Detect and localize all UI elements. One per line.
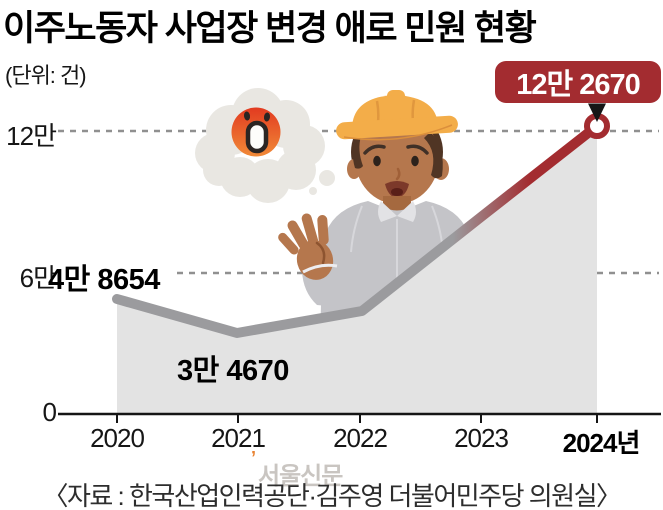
x-tick-2024: 2024년 — [562, 428, 641, 458]
x-tick-2022: 2022 — [333, 423, 388, 453]
x-axis — [58, 412, 661, 423]
x-tick-2020: 2020 — [90, 423, 145, 453]
trend-line — [112, 121, 602, 338]
y-tick-0: 0 — [42, 397, 57, 427]
badge-pointer-icon — [588, 103, 606, 122]
watermark-seoul-shinmun: 서울신문 — [258, 463, 343, 490]
hard-hat-icon — [336, 90, 458, 141]
value-badge-2024: 12만 2670 — [495, 61, 661, 103]
page-title: 이주노동자 사업장 변경 애로 민원 현황 — [3, 9, 537, 48]
x-tick-2023: 2023 — [454, 423, 509, 453]
area-series — [117, 126, 597, 414]
y-tick-60k: 6만 — [19, 263, 57, 293]
source-credit: 〈자료 : 한국산업인력공단·김주영 더불어민주당 의원실〉 — [42, 481, 622, 510]
shocked-face-emoji-icon — [231, 107, 281, 157]
x-tick-2021: 2021 — [211, 423, 266, 453]
unit-label: (단위: 건) — [5, 63, 87, 88]
y-tick-120k: 12만 — [6, 121, 57, 151]
raised-hand-icon — [278, 213, 361, 306]
thought-bubble-icon — [195, 88, 335, 203]
point-label-2021: 3만 4670 — [177, 355, 289, 387]
watermark-accent: ’ — [251, 448, 257, 468]
point-label-2020: 4만 8654 — [48, 264, 160, 296]
